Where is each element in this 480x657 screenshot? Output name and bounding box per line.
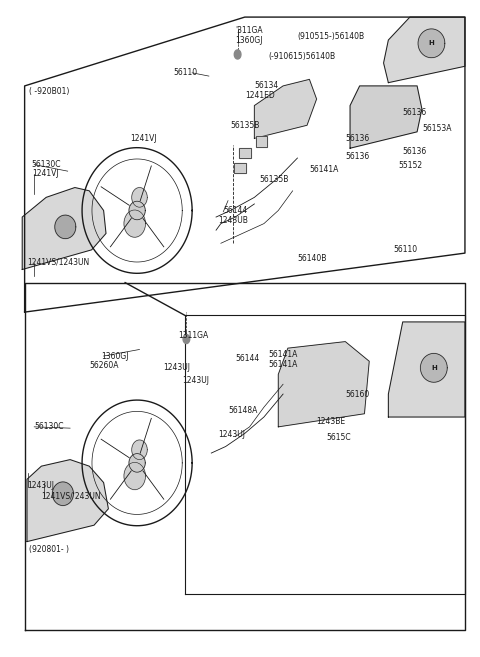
Polygon shape (52, 482, 73, 505)
Polygon shape (234, 50, 241, 59)
Text: 5615C: 5615C (326, 434, 351, 442)
Text: 56153A: 56153A (422, 124, 451, 133)
Text: 1241VJ: 1241VJ (130, 134, 156, 143)
Polygon shape (124, 210, 145, 237)
Bar (256, 137, 267, 147)
Polygon shape (420, 353, 447, 382)
Text: 56135B: 56135B (259, 175, 288, 183)
Text: 55152: 55152 (398, 162, 422, 170)
Text: 1243UJ: 1243UJ (218, 430, 245, 440)
Polygon shape (418, 29, 445, 58)
Polygon shape (350, 86, 422, 148)
Text: 1241VS/'243UN: 1241VS/'243UN (41, 491, 101, 500)
Text: 56140B: 56140B (298, 254, 327, 263)
Bar (239, 148, 251, 158)
Text: (-910615)56140B: (-910615)56140B (269, 52, 336, 61)
Text: 56110: 56110 (393, 245, 417, 254)
Text: 56136: 56136 (345, 134, 370, 143)
Text: 56136: 56136 (403, 108, 427, 117)
Text: (910515-)56140B: (910515-)56140B (298, 32, 364, 41)
Text: 56141A: 56141A (310, 166, 339, 174)
Text: 56130C: 56130C (32, 160, 61, 169)
Text: 56160: 56160 (345, 390, 370, 399)
Bar (234, 163, 246, 173)
Text: 56134: 56134 (254, 81, 278, 91)
Polygon shape (129, 201, 145, 219)
Text: 56110: 56110 (173, 68, 197, 78)
Polygon shape (388, 322, 465, 417)
Text: ( -920B01): ( -920B01) (29, 87, 70, 96)
Text: 1311GA: 1311GA (178, 330, 208, 340)
Text: 1243UJ: 1243UJ (182, 376, 210, 386)
Polygon shape (129, 453, 145, 472)
Polygon shape (132, 187, 147, 207)
Text: 56135B: 56135B (230, 121, 260, 130)
Text: 56141A: 56141A (269, 360, 298, 369)
Bar (239, 148, 251, 158)
Text: 56130C: 56130C (34, 422, 64, 432)
Text: H: H (431, 365, 437, 371)
Text: 1360GJ: 1360GJ (101, 351, 129, 361)
Polygon shape (22, 187, 106, 269)
Polygon shape (27, 460, 108, 541)
Text: 56148A: 56148A (228, 406, 257, 415)
Text: 56141A: 56141A (269, 350, 298, 359)
Polygon shape (55, 215, 76, 238)
Polygon shape (254, 79, 317, 139)
Text: 56144: 56144 (223, 206, 248, 215)
Polygon shape (183, 334, 190, 344)
Text: 1241ED: 1241ED (245, 91, 275, 101)
Text: 56144: 56144 (235, 353, 260, 363)
Text: H: H (429, 40, 434, 46)
Polygon shape (384, 17, 465, 83)
Text: 1243BE: 1243BE (317, 417, 346, 426)
Text: 56136: 56136 (403, 147, 427, 156)
Text: 1241VJ: 1241VJ (32, 169, 59, 177)
Text: 1243UJ: 1243UJ (163, 363, 191, 373)
Polygon shape (132, 440, 147, 460)
Text: 56136: 56136 (345, 152, 370, 161)
Polygon shape (278, 342, 369, 427)
Text: 1360GJ: 1360GJ (235, 35, 263, 45)
Text: 1241VS/1243UN: 1241VS/1243UN (27, 257, 89, 266)
Text: '311GA: '311GA (235, 26, 263, 35)
Text: 56260A: 56260A (89, 361, 119, 370)
Bar (256, 137, 267, 147)
Polygon shape (124, 463, 145, 489)
Text: 1243UB: 1243UB (218, 215, 248, 225)
Text: (920801- ): (920801- ) (29, 545, 70, 554)
Text: 1243UJ: 1243UJ (27, 482, 54, 490)
Bar (234, 163, 246, 173)
